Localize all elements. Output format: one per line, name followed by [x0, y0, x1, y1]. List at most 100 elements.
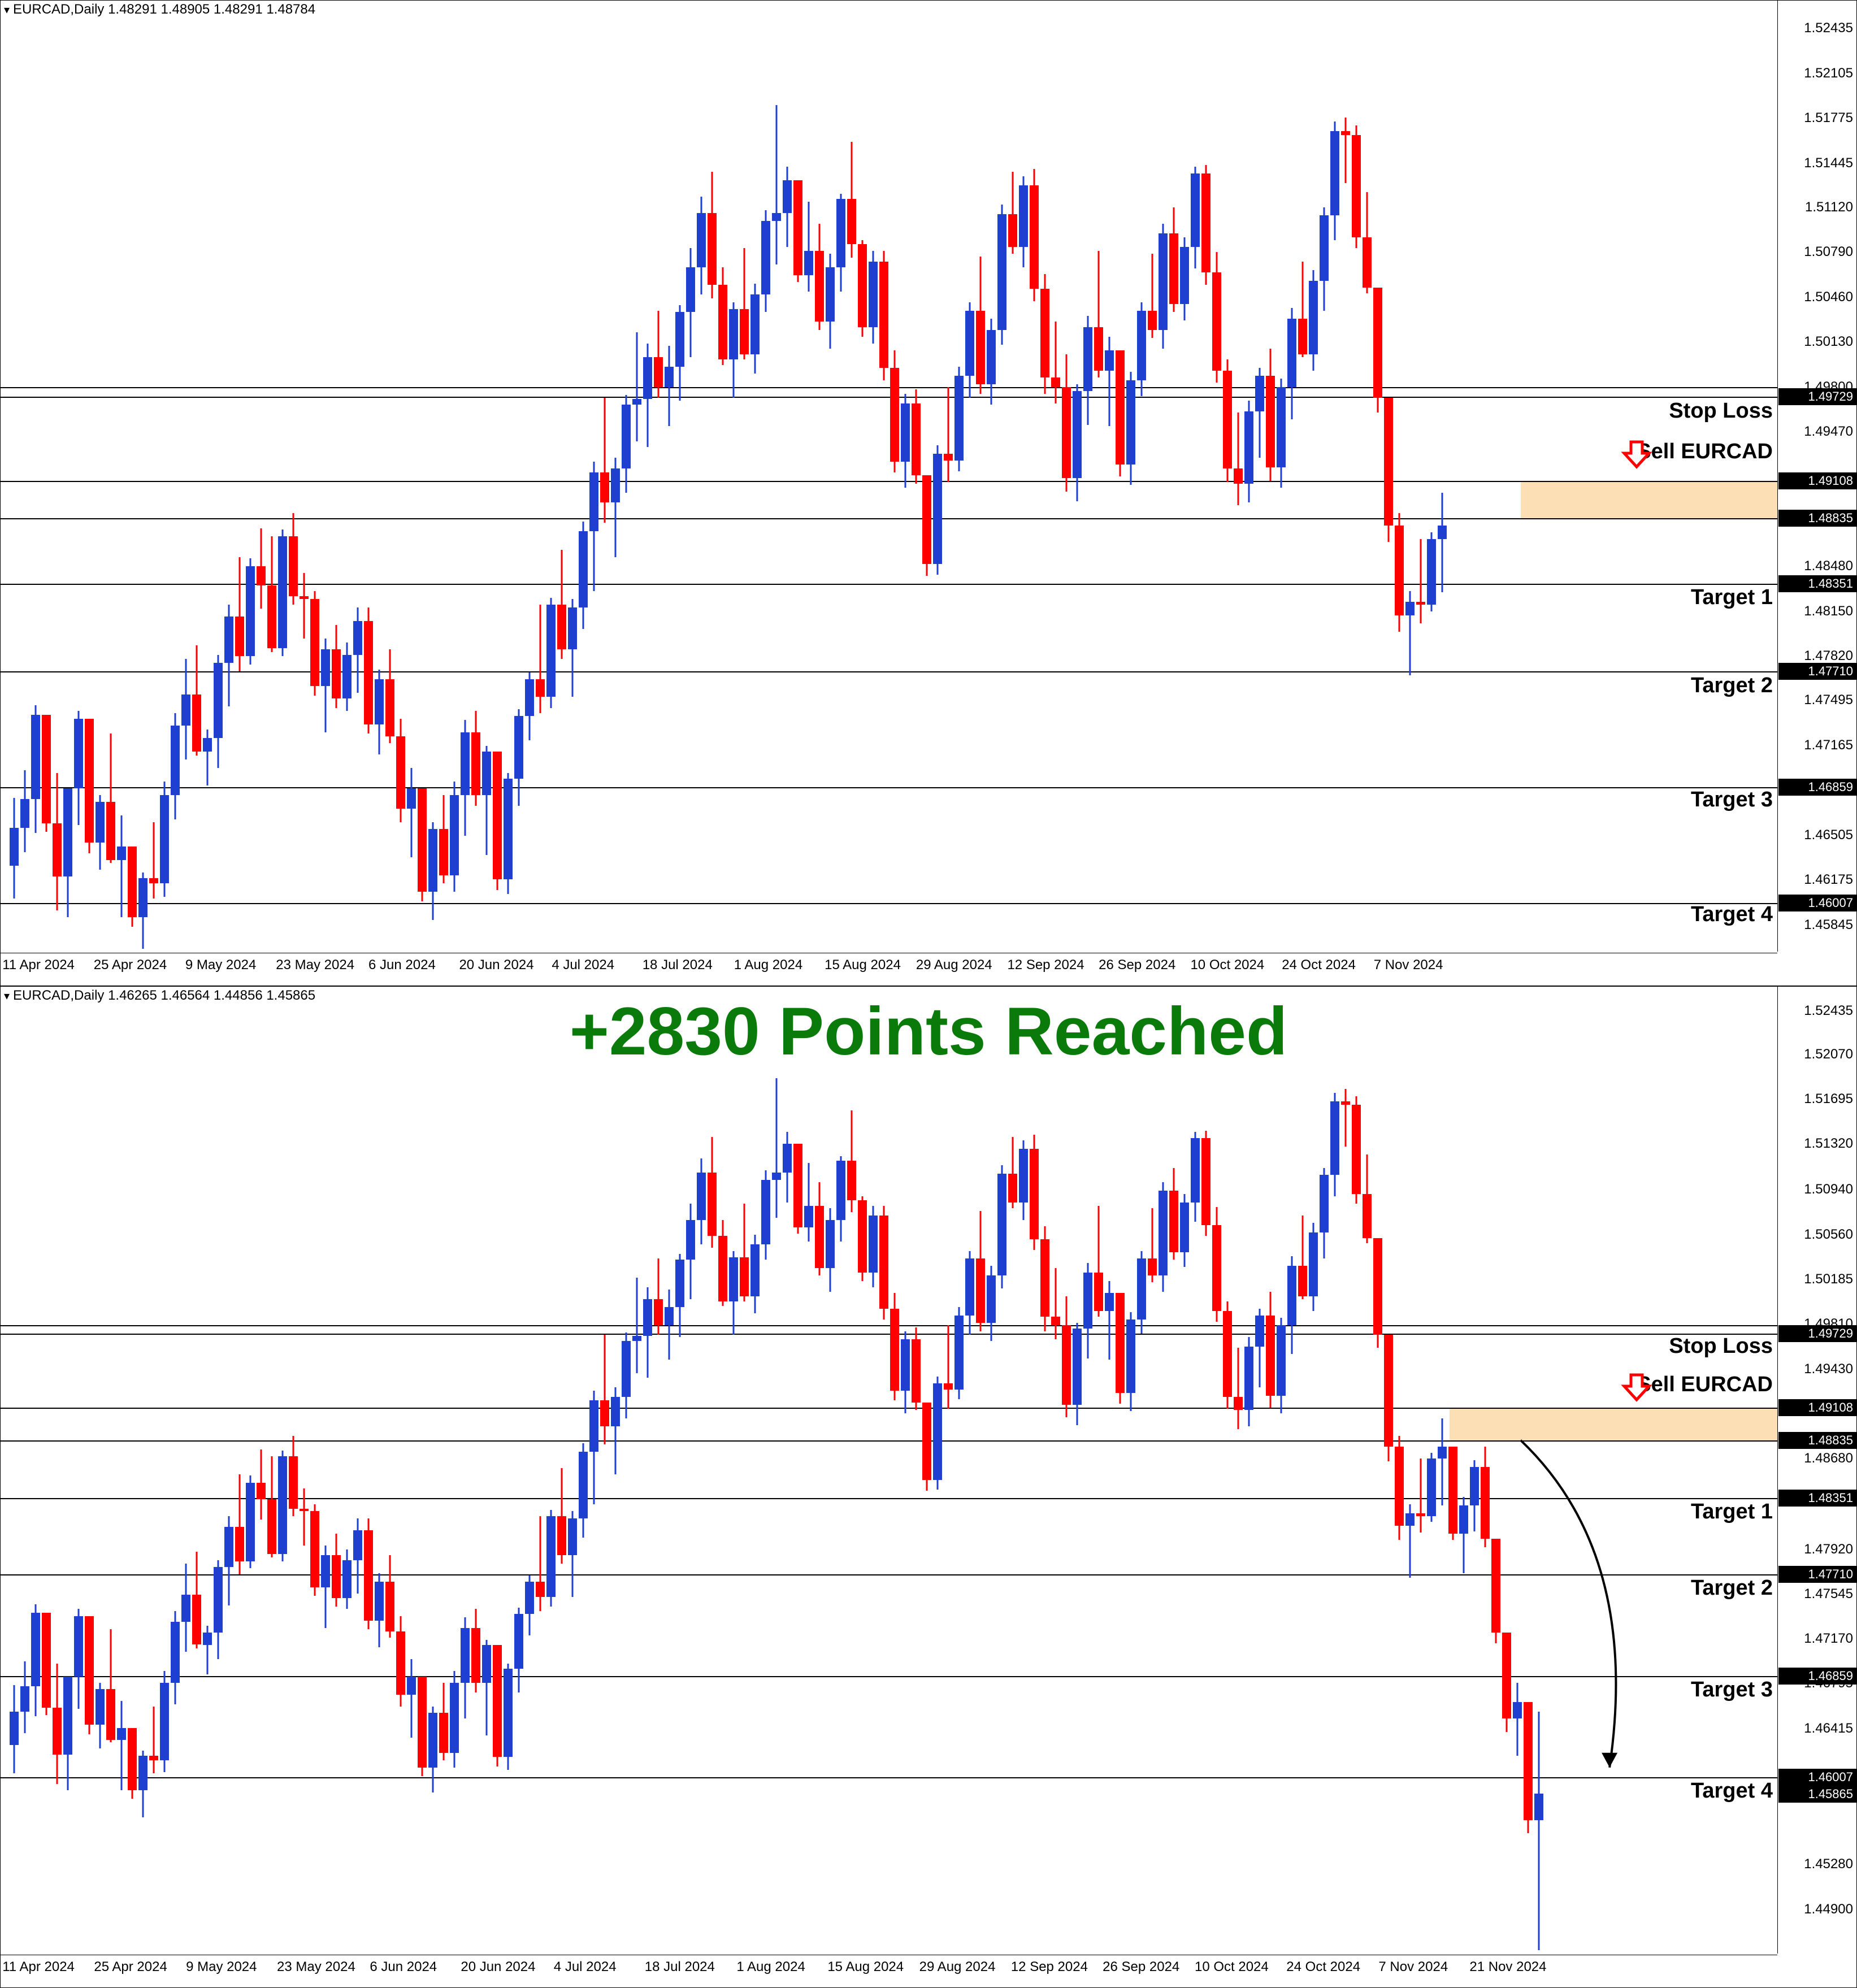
- candle: [1126, 987, 1135, 1955]
- candle: [965, 1, 974, 953]
- candle: [246, 1, 255, 953]
- y-tick-label: 1.47545: [1804, 1586, 1853, 1602]
- x-tick-label: 25 Apr 2024: [94, 957, 167, 973]
- candle: [632, 1, 641, 953]
- candle: [63, 987, 72, 1955]
- candle: [536, 1, 545, 953]
- candle: [579, 987, 588, 1955]
- candle: [1266, 987, 1275, 1955]
- candle: [149, 1, 158, 953]
- candle: [53, 1, 62, 953]
- x-tick-label: 6 Jun 2024: [370, 1959, 437, 1975]
- candle: [826, 1, 835, 953]
- candle: [20, 987, 29, 1955]
- candle: [847, 987, 856, 1955]
- candle: [536, 987, 545, 1955]
- y-tick-label: 1.51445: [1804, 155, 1853, 171]
- candle: [310, 987, 319, 1955]
- candle: [31, 987, 40, 1955]
- candle: [214, 1, 223, 953]
- y-tick-label: 1.47165: [1804, 737, 1853, 753]
- candle: [300, 987, 309, 1955]
- candle: [750, 1, 760, 953]
- candle: [954, 987, 964, 1955]
- candle: [997, 1, 1006, 953]
- candle: [793, 987, 802, 1955]
- x-tick-label: 23 May 2024: [276, 957, 354, 973]
- y-tick-label: 1.48150: [1804, 604, 1853, 619]
- price-tag: 1.46859: [1778, 1668, 1856, 1685]
- candle: [493, 987, 502, 1955]
- candle: [407, 1, 416, 953]
- candle: [654, 1, 663, 953]
- y-tick-label: 1.45280: [1804, 1856, 1853, 1872]
- candle: [171, 987, 180, 1955]
- candle: [1051, 987, 1060, 1955]
- candle: [1169, 1, 1178, 953]
- candle: [665, 987, 674, 1955]
- candle: [289, 1, 298, 953]
- price-tag: 1.47710: [1778, 1566, 1856, 1583]
- candle: [1148, 987, 1157, 1955]
- candle: [901, 1, 910, 953]
- candle: [965, 987, 974, 1955]
- candle: [439, 987, 448, 1955]
- candle: [42, 1, 51, 953]
- candle: [708, 1, 717, 953]
- candle: [858, 987, 867, 1955]
- candle: [96, 1, 105, 953]
- price-tag: 1.49108: [1778, 472, 1856, 489]
- candle: [675, 987, 684, 1955]
- candle: [1105, 1, 1114, 953]
- down-arrow-icon: [1621, 439, 1652, 470]
- x-tick-label: 23 May 2024: [277, 1959, 355, 1975]
- candle: [181, 987, 190, 1955]
- x-tick-label: 25 Apr 2024: [94, 1959, 167, 1975]
- candle: [1341, 1, 1350, 953]
- candle: [461, 1, 470, 953]
- candle: [1481, 987, 1490, 1955]
- candle: [643, 987, 652, 1955]
- candle: [600, 1, 609, 953]
- candle: [1030, 987, 1039, 1955]
- candle: [718, 987, 727, 1955]
- price-tag: 1.48835: [1778, 510, 1856, 527]
- candle: [675, 1, 684, 953]
- candle: [1116, 987, 1125, 1955]
- candle: [879, 987, 888, 1955]
- candle: [1459, 987, 1468, 1955]
- candle: [224, 1, 233, 953]
- candle: [1524, 987, 1533, 1955]
- y-tick-label: 1.46415: [1804, 1721, 1853, 1737]
- plot-area: Stop LossSell EURCADTarget 1Target 2Targ…: [1, 1, 1777, 952]
- y-tick-label: 1.47920: [1804, 1542, 1853, 1557]
- candle: [1405, 987, 1415, 1955]
- candle: [922, 1, 931, 953]
- candle: [1008, 987, 1017, 1955]
- candle: [63, 1, 72, 953]
- candle: [815, 987, 824, 1955]
- candle: [407, 987, 416, 1955]
- y-tick-label: 1.52070: [1804, 1047, 1853, 1062]
- candle: [461, 987, 470, 1955]
- candle: [1287, 987, 1296, 1955]
- candle: [1438, 987, 1447, 1955]
- candle: [632, 987, 641, 1955]
- candle: [96, 987, 105, 1955]
- candle: [1255, 1, 1264, 953]
- candle: [1330, 987, 1339, 1955]
- x-tick-label: 24 Oct 2024: [1282, 957, 1356, 973]
- y-axis: 1.524351.521051.517751.514451.511201.507…: [1777, 1, 1856, 952]
- candle: [546, 1, 556, 953]
- x-tick-label: 20 Jun 2024: [459, 957, 533, 973]
- y-tick-label: 1.47495: [1804, 692, 1853, 708]
- candle: [697, 1, 706, 953]
- y-tick-label: 1.52435: [1804, 20, 1853, 36]
- candle: [10, 987, 19, 1955]
- down-arrow-icon: [1621, 1371, 1652, 1403]
- candle: [149, 987, 158, 1955]
- y-tick-label: 1.46505: [1804, 827, 1853, 843]
- candle: [740, 987, 749, 1955]
- candle: [353, 1, 362, 953]
- price-tag: 1.46859: [1778, 779, 1856, 796]
